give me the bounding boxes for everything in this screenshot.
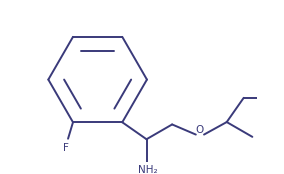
Text: F: F [63, 143, 69, 153]
Text: NH₂: NH₂ [138, 165, 158, 174]
Text: O: O [196, 125, 204, 135]
